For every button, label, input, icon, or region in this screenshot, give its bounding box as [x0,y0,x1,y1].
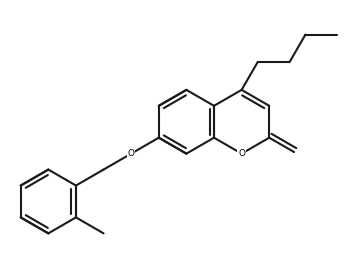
Text: O: O [128,149,135,158]
Text: O: O [238,149,245,158]
